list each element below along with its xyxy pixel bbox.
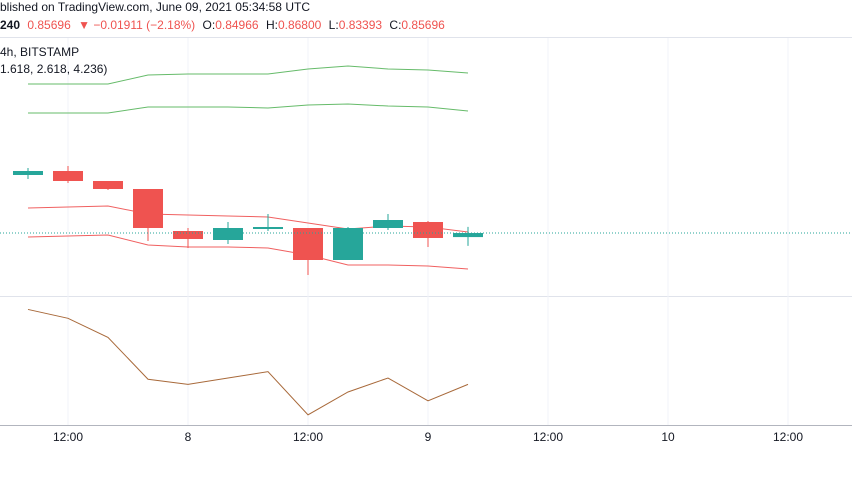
plot [0,65,852,416]
x-tick-label: 12:00 [293,430,323,444]
legend-line: 240 0.85696 ▼ −0.01911 (−2.18%) O:0.8496… [0,18,445,32]
price-change: ▼ −0.01911 (−2.18%) [78,18,195,32]
indicator-params: 1.618, 2.618, 4.236) [0,62,107,76]
ohlc-label: C: [389,18,401,32]
x-tick-label: 10 [661,430,675,444]
ohlc-value: 0.84966 [215,18,259,32]
ohlc-label: O: [203,18,216,32]
x-tick-label: 9 [425,430,432,444]
ohlc-label: L: [329,18,339,32]
ohlc-label: H: [266,18,278,32]
candle-body [93,181,123,189]
band-line [27,234,469,270]
published-note: blished on TradingView.com, June 09, 202… [0,0,310,14]
candle-body [53,171,83,181]
band-line [28,65,469,85]
candle-body [253,227,283,229]
x-tick-label: 12:00 [53,430,83,444]
candle-body [13,171,43,175]
candle-body [173,231,203,239]
x-tick-label: 8 [185,430,192,444]
ohlc-value: 0.85696 [401,18,445,32]
x-tick-label: 12:00 [773,430,803,444]
candle-body [213,228,243,240]
band-line [27,308,469,416]
candle-body [413,222,443,238]
candle-body [373,220,403,228]
x-tick-label: 12:00 [533,430,563,444]
symbol-info: 4h, BITSTAMP [0,45,79,59]
interval: 240 [0,18,20,32]
ohlc-value: 0.83393 [339,18,383,32]
candle-body [453,233,483,238]
last-price: 0.85696 [27,18,71,32]
band-line [28,103,469,114]
ohlc-value: 0.86800 [278,18,322,32]
candle-body [133,189,163,228]
